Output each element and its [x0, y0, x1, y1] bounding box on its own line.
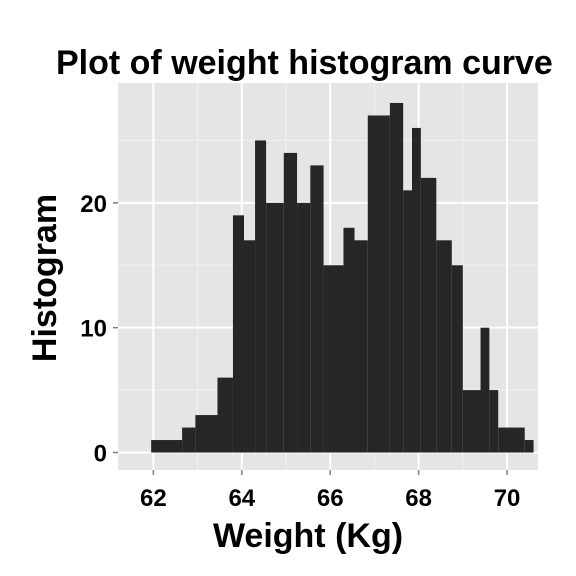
histogram-bar [151, 440, 183, 453]
y-axis-title: Histogram [26, 194, 64, 362]
histogram-bar [412, 127, 421, 453]
x-tick-label: 66 [317, 485, 344, 512]
axis-ticks: 62 64 66 68 70 0 10 20 [80, 191, 520, 512]
x-axis-title: Weight (Kg) [213, 517, 403, 555]
histogram-bar [451, 265, 463, 453]
x-tick-label: 64 [228, 485, 255, 512]
histogram-bars [151, 102, 534, 453]
x-tick-label: 62 [140, 485, 167, 512]
y-tick-label: 0 [94, 441, 107, 468]
histogram-bar [283, 152, 298, 453]
histogram-bar [489, 390, 499, 453]
histogram-bar [343, 227, 355, 453]
histogram-bar [462, 390, 481, 453]
histogram-bar [232, 215, 244, 453]
histogram-bar [436, 240, 452, 453]
histogram-bar [389, 102, 404, 453]
histogram-bar [217, 377, 233, 453]
histogram-bar [354, 240, 368, 453]
chart-title: Plot of weight histogram curve [56, 44, 553, 82]
x-tick-label: 70 [494, 485, 521, 512]
histogram-bar [498, 427, 525, 453]
histogram-bar [255, 140, 267, 453]
y-tick-label: 20 [80, 191, 107, 218]
histogram-bar [195, 415, 218, 453]
histogram-bar [403, 190, 412, 453]
histogram-bar [367, 115, 390, 453]
histogram-bar [244, 240, 256, 453]
histogram-bar [310, 165, 324, 453]
histogram-bar [182, 427, 196, 453]
histogram-bar [524, 440, 534, 453]
x-tick-label: 68 [405, 485, 432, 512]
histogram-bar [266, 202, 284, 453]
y-tick-label: 10 [80, 316, 107, 343]
histogram-bar [297, 202, 311, 453]
histogram-bar [420, 177, 437, 453]
histogram-bar [323, 265, 344, 453]
histogram-bar [480, 327, 490, 453]
